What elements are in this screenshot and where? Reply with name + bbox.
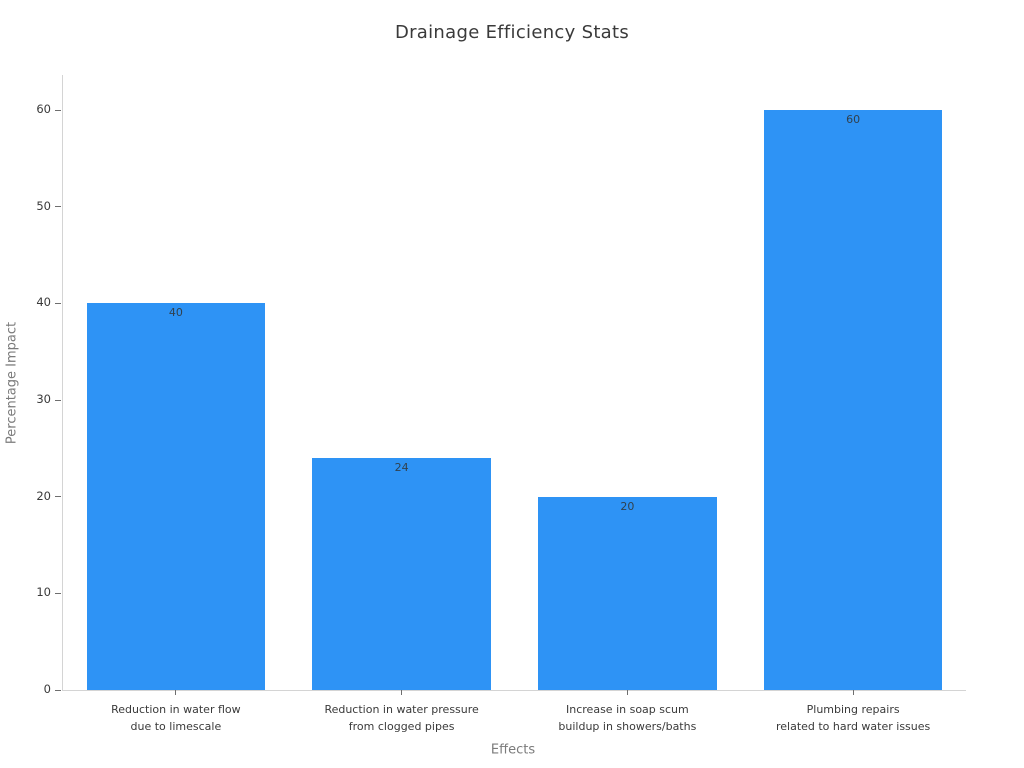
y-axis-tick	[55, 496, 61, 498]
bar-value-label: 60	[846, 113, 861, 126]
x-axis-title: Effects	[490, 742, 536, 758]
y-axis-tick-label: 40	[36, 295, 51, 310]
bar	[538, 496, 717, 690]
x-axis-tick	[626, 690, 628, 695]
y-axis-tick-label: 10	[36, 585, 51, 600]
x-axis-tick-label: Increase in soap scum buildup in showers…	[558, 703, 697, 734]
y-axis-tick-label: 30	[36, 392, 51, 406]
y-axis-tick-label: 20	[36, 488, 51, 503]
x-axis-tick	[852, 690, 854, 695]
chart-title: Drainage Efficiency Stats	[394, 22, 630, 43]
bar	[763, 110, 943, 690]
y-axis-tick	[55, 592, 61, 594]
x-axis-tick-label: Plumbing repairs related to hard water i…	[775, 703, 931, 734]
bar-value-label: 20	[620, 499, 635, 513]
bar	[312, 458, 491, 690]
x-axis-tick-label: Reduction in water pressure from clogged…	[324, 703, 479, 734]
y-axis-title: Percentage Impact	[4, 321, 20, 445]
bar-value-label: 24	[394, 461, 409, 474]
y-axis-tick-label: 0	[43, 682, 51, 696]
y-axis-tick	[55, 302, 61, 304]
y-axis-tick-label: 50	[36, 198, 51, 213]
x-axis-tick	[175, 690, 177, 695]
y-axis-tick	[55, 206, 61, 208]
y-axis-tick-label: 60	[36, 102, 51, 116]
y-axis-tick	[55, 689, 61, 691]
bar	[86, 303, 266, 690]
x-axis-tick	[401, 690, 403, 695]
bar-value-label: 40	[168, 306, 183, 320]
y-axis-tick	[55, 109, 61, 111]
y-axis-tick	[55, 399, 61, 401]
plot-area: 0 10 20 30 40 50 60 40 Reduction in water flow d…	[36, 75, 966, 733]
x-axis-tick-label: Reduction in water flow due to limescale	[111, 703, 241, 734]
